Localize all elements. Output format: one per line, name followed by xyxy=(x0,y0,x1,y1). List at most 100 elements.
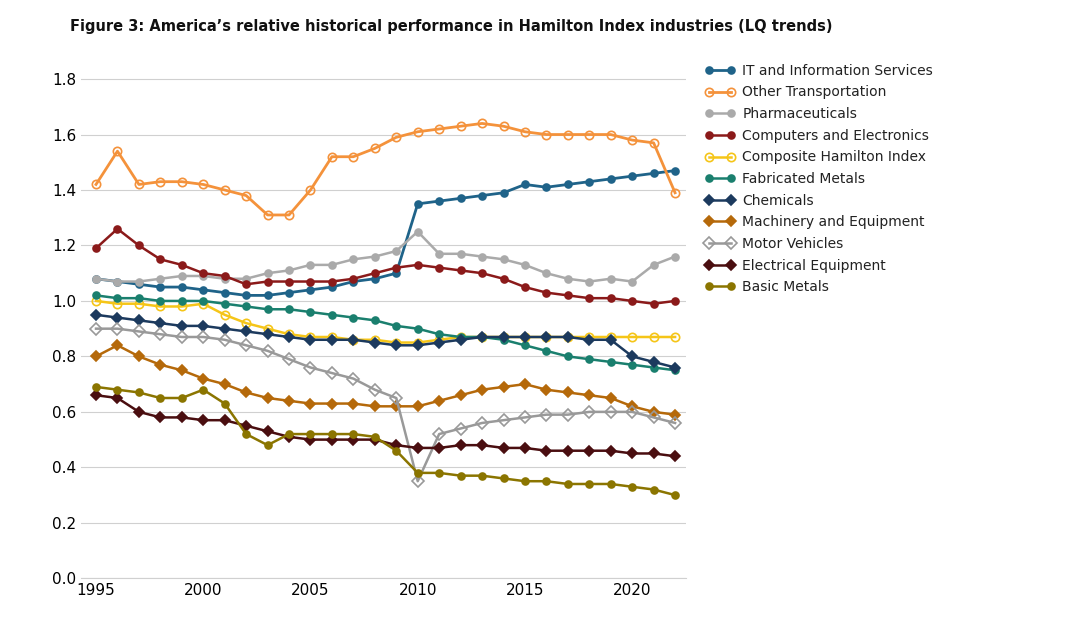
Chemicals xyxy=(175,322,188,330)
Electrical Equipment xyxy=(390,441,403,449)
Other Transportation xyxy=(111,147,124,155)
Other Transportation xyxy=(283,211,296,219)
Electrical Equipment xyxy=(475,441,488,449)
Other Transportation xyxy=(562,131,575,138)
Machinery and Equipment xyxy=(669,411,681,418)
Other Transportation xyxy=(604,131,617,138)
Computers and Electronics xyxy=(583,295,596,302)
Basic Metals xyxy=(540,477,553,485)
Basic Metals xyxy=(475,472,488,480)
Chemicals xyxy=(90,311,103,319)
IT and Information Services xyxy=(133,281,146,288)
Machinery and Equipment xyxy=(368,403,381,410)
Composite Hamilton Index xyxy=(153,303,166,310)
Composite Hamilton Index xyxy=(240,319,253,327)
Composite Hamilton Index xyxy=(475,333,488,341)
Fabricated Metals xyxy=(433,331,446,338)
IT and Information Services xyxy=(497,189,510,197)
Line: Fabricated Metals: Fabricated Metals xyxy=(93,292,678,374)
Motor Vehicles xyxy=(303,363,316,371)
Motor Vehicles xyxy=(347,375,360,382)
Chemicals xyxy=(583,336,596,344)
Motor Vehicles xyxy=(240,341,253,349)
Electrical Equipment xyxy=(133,408,146,416)
Machinery and Equipment xyxy=(133,353,146,360)
Fabricated Metals xyxy=(111,295,124,302)
Electrical Equipment xyxy=(111,394,124,402)
IT and Information Services xyxy=(647,169,660,177)
Computers and Electronics xyxy=(454,267,467,274)
Line: Machinery and Equipment: Machinery and Equipment xyxy=(93,342,678,418)
Computers and Electronics xyxy=(175,261,188,269)
Basic Metals xyxy=(347,430,360,438)
Composite Hamilton Index xyxy=(133,300,146,308)
Basic Metals xyxy=(175,394,188,402)
Motor Vehicles xyxy=(325,369,338,377)
Composite Hamilton Index xyxy=(261,325,274,332)
Composite Hamilton Index xyxy=(303,333,316,341)
Basic Metals xyxy=(518,477,531,485)
Chemicals xyxy=(111,314,124,322)
IT and Information Services xyxy=(540,183,553,191)
Computers and Electronics xyxy=(647,300,660,308)
Machinery and Equipment xyxy=(261,394,274,402)
Motor Vehicles xyxy=(261,347,274,355)
Electrical Equipment xyxy=(197,416,210,424)
Pharmaceuticals xyxy=(390,247,403,255)
Fabricated Metals xyxy=(669,367,681,374)
Computers and Electronics xyxy=(153,255,166,263)
Machinery and Equipment xyxy=(90,353,103,360)
Pharmaceuticals xyxy=(604,275,617,283)
Composite Hamilton Index xyxy=(411,339,424,346)
IT and Information Services xyxy=(475,191,488,199)
Other Transportation xyxy=(647,139,660,147)
Composite Hamilton Index xyxy=(90,297,103,305)
Basic Metals xyxy=(153,394,166,402)
IT and Information Services xyxy=(90,275,103,283)
Composite Hamilton Index xyxy=(669,333,681,341)
Motor Vehicles xyxy=(433,430,446,438)
Chemicals xyxy=(153,319,166,327)
Chemicals xyxy=(625,353,638,360)
Electrical Equipment xyxy=(497,444,510,452)
Composite Hamilton Index xyxy=(583,333,596,341)
Computers and Electronics xyxy=(390,264,403,272)
Pharmaceuticals xyxy=(497,255,510,263)
Machinery and Equipment xyxy=(540,386,553,394)
Electrical Equipment xyxy=(283,433,296,441)
Motor Vehicles xyxy=(518,413,531,421)
IT and Information Services xyxy=(583,178,596,185)
Basic Metals xyxy=(240,430,253,438)
Computers and Electronics xyxy=(497,275,510,283)
Chemicals xyxy=(240,327,253,335)
Composite Hamilton Index xyxy=(454,333,467,341)
Computers and Electronics xyxy=(475,269,488,277)
Pharmaceuticals xyxy=(518,261,531,269)
Computers and Electronics xyxy=(197,269,210,277)
Basic Metals xyxy=(90,383,103,391)
Chemicals xyxy=(562,333,575,341)
Other Transportation xyxy=(475,119,488,127)
Line: Pharmaceuticals: Pharmaceuticals xyxy=(93,228,678,285)
Other Transportation xyxy=(411,128,424,135)
Motor Vehicles xyxy=(111,325,124,332)
Electrical Equipment xyxy=(303,436,316,444)
Composite Hamilton Index xyxy=(647,333,660,341)
Machinery and Equipment xyxy=(625,403,638,410)
Pharmaceuticals xyxy=(475,253,488,260)
Fabricated Metals xyxy=(390,322,403,330)
Computers and Electronics xyxy=(218,272,231,280)
Computers and Electronics xyxy=(261,277,274,285)
Computers and Electronics xyxy=(133,241,146,249)
Machinery and Equipment xyxy=(283,397,296,404)
Chemicals xyxy=(454,336,467,344)
IT and Information Services xyxy=(368,275,381,283)
Other Transportation xyxy=(390,133,403,141)
Fabricated Metals xyxy=(411,325,424,332)
Machinery and Equipment xyxy=(347,400,360,408)
Motor Vehicles xyxy=(283,355,296,363)
Fabricated Metals xyxy=(518,341,531,349)
IT and Information Services xyxy=(325,283,338,291)
Pharmaceuticals xyxy=(625,277,638,285)
Machinery and Equipment xyxy=(562,389,575,396)
